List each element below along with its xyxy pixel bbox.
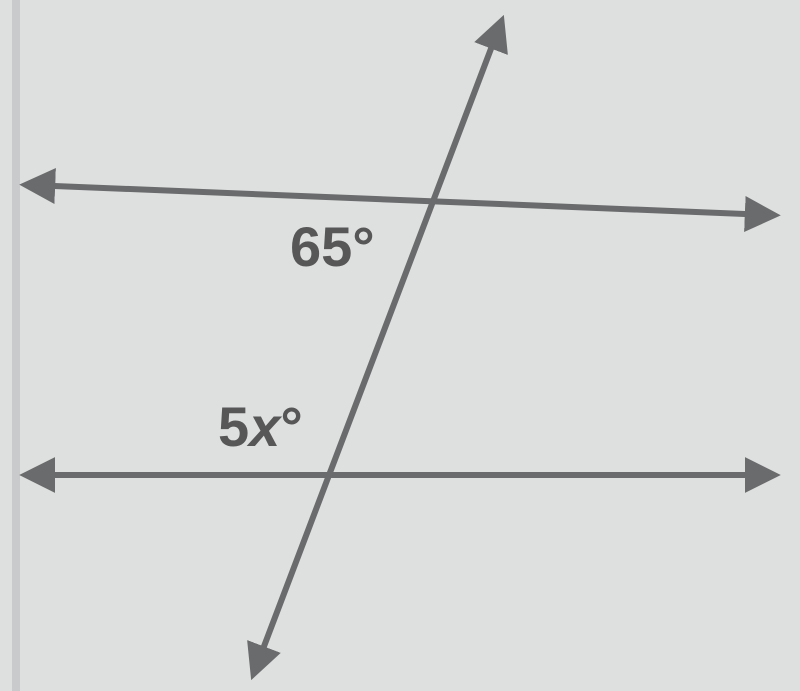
background (0, 0, 800, 691)
diagram-svg (0, 0, 800, 691)
page-margin-bar (12, 0, 20, 691)
angle-label-upper: 65° (290, 214, 375, 279)
angle-label-lower: 5x° (218, 394, 303, 459)
geometry-figure: 65° 5x° (0, 0, 800, 691)
